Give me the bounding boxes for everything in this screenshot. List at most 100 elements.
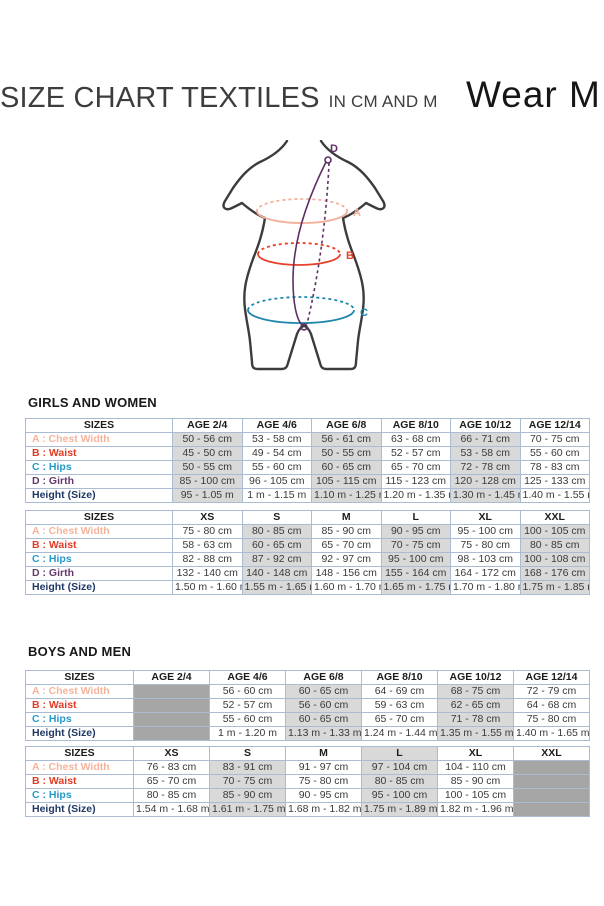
size-cell: 90 - 95 cm [285, 788, 362, 803]
wear-moi-logo: Wear M i [466, 74, 604, 116]
size-cell: 97 - 104 cm [361, 760, 438, 775]
size-cell: 65 - 70 cm [133, 774, 210, 789]
size-cell: 60 - 65 cm [241, 538, 312, 553]
size-cell: 85 - 90 cm [437, 774, 514, 789]
size-cell: 64 - 68 cm [513, 698, 590, 713]
size-cell: 71 - 78 cm [437, 712, 514, 727]
size-cell: 65 - 70 cm [311, 538, 382, 553]
header-row: SIZES AGE 2/4 AGE 4/6 AGE 6/8 AGE 8/10 AGE 10… [25, 418, 590, 433]
size-cell: 91 - 97 cm [285, 760, 362, 775]
row-label: A : Chest Width [25, 432, 173, 447]
size-cell: 90 - 95 cm [380, 524, 451, 539]
size-cell: 70 - 75 cm [519, 432, 590, 447]
column-header: M [311, 510, 382, 525]
label-a: A [353, 207, 361, 219]
column-header: AGE 2/4 [133, 670, 210, 685]
size-cell [133, 698, 210, 713]
size-cell: 100 - 108 cm [519, 552, 590, 567]
label-c: C [360, 307, 368, 319]
page-header: SIZE CHART TEXTILES IN CM AND M [0, 82, 438, 115]
row-label: C : Hips [25, 460, 173, 475]
size-cell: 95 - 1.05 m [172, 488, 243, 503]
size-cell [513, 760, 590, 775]
table-row: C : Hips 82 - 88 cm 87 - 92 cm 92 - 97 cm 95… [25, 552, 590, 567]
size-cell: 80 - 85 cm [241, 524, 312, 539]
section-heading-boys-and-men: BOYS AND MEN [28, 644, 132, 659]
girls-women-letter-size-table: SIZES XS S M L XL XXL A : Chest Width 75 - 80 cm… [25, 510, 590, 595]
column-header: XXL [519, 510, 590, 525]
size-cell: 50 - 55 cm [311, 446, 382, 461]
size-cell: 52 - 57 cm [380, 446, 451, 461]
size-cell: 85 - 90 cm [311, 524, 382, 539]
size-cell: 1.75 m - 1.89 m [361, 802, 438, 817]
size-cell: 50 - 55 cm [172, 460, 243, 475]
table-row: Height (Size) 1.50 m - 1.60 m 1.55 m - 1.6… [25, 580, 590, 595]
size-cell: 100 - 105 cm [519, 524, 590, 539]
row-label: C : Hips [25, 712, 134, 727]
table-row: B : Waist 45 - 50 cm 49 - 54 cm 50 - 55 cm 5… [25, 446, 590, 461]
size-cell [513, 802, 590, 817]
waist-measure-line [257, 242, 341, 266]
table-row: A : Chest Width 75 - 80 cm 80 - 85 cm 85 - … [25, 524, 590, 539]
size-cell: 55 - 60 cm [519, 446, 590, 461]
size-cell: 1.30 m - 1.45 m [450, 488, 521, 503]
hips-measure-line [247, 296, 355, 324]
size-cell: 59 - 63 cm [361, 698, 438, 713]
column-header: SIZES [25, 746, 134, 761]
size-cell: 1.35 m - 1.55 m [437, 726, 514, 741]
chest-measure-line [255, 198, 349, 224]
size-cell: 72 - 79 cm [513, 684, 590, 699]
size-cell: 82 - 88 cm [172, 552, 243, 567]
row-label: A : Chest Width [25, 524, 173, 539]
column-header: XXL [513, 746, 590, 761]
table-row: D : Girth 85 - 100 cm 96 - 105 cm 105 - 115… [25, 474, 590, 489]
size-cell: 56 - 60 cm [285, 698, 362, 713]
size-cell: 87 - 92 cm [241, 552, 312, 567]
column-header: XL [437, 746, 514, 761]
mannequin-diagram: A B C D [222, 140, 386, 371]
size-cell: 70 - 75 cm [209, 774, 286, 789]
boys-men-letter-size-table: SIZES XS S M L XL XXL A : Chest Width 76 - 83 cm… [25, 746, 590, 817]
size-cell [513, 774, 590, 789]
column-header: S [241, 510, 312, 525]
size-cell: 45 - 50 cm [172, 446, 243, 461]
table-row: A : Chest Width 56 - 60 cm 60 - 65 cm 64 - … [25, 684, 590, 699]
size-cell: 62 - 65 cm [437, 698, 514, 713]
size-cell: 78 - 83 cm [519, 460, 590, 475]
column-header: SIZES [25, 418, 173, 433]
size-cell: 168 - 176 cm [519, 566, 590, 581]
column-header: AGE 12/14 [513, 670, 590, 685]
size-cell [513, 788, 590, 803]
size-cell: 164 - 172 cm [450, 566, 521, 581]
size-cell: 75 - 80 cm [172, 524, 243, 539]
row-label: Height (Size) [25, 802, 134, 817]
row-label: D : Girth [25, 566, 173, 581]
label-b: B [346, 250, 354, 262]
page-subtitle: IN CM AND M [328, 92, 438, 111]
column-header: AGE 6/8 [285, 670, 362, 685]
column-header: AGE 8/10 [380, 418, 451, 433]
row-label: A : Chest Width [25, 760, 134, 775]
size-cell: 1.60 m - 1.70 m [311, 580, 382, 595]
size-cell: 1.20 m - 1.35 m [380, 488, 451, 503]
table-row: B : Waist 58 - 63 cm 60 - 65 cm 65 - 70 cm 7… [25, 538, 590, 553]
size-cell: 1.75 m - 1.85 m [519, 580, 590, 595]
size-cell: 72 - 78 cm [450, 460, 521, 475]
page-title: SIZE CHART TEXTILES [0, 82, 320, 114]
column-header: AGE 2/4 [172, 418, 243, 433]
size-cell: 63 - 68 cm [380, 432, 451, 447]
size-cell: 80 - 85 cm [361, 774, 438, 789]
table-row: A : Chest Width 76 - 83 cm 83 - 91 cm 91 - … [25, 760, 590, 775]
size-cell: 1.50 m - 1.60 m [172, 580, 243, 595]
column-header: M [285, 746, 362, 761]
size-cell: 1 m - 1.20 m [209, 726, 286, 741]
size-cell: 58 - 63 cm [172, 538, 243, 553]
column-header: AGE 6/8 [311, 418, 382, 433]
size-cell: 80 - 85 cm [133, 788, 210, 803]
table-row: B : Waist 52 - 57 cm 56 - 60 cm 59 - 63 cm 6… [25, 698, 590, 713]
section-heading-girls-and-women: GIRLS AND WOMEN [28, 395, 157, 410]
size-cell: 1.70 m - 1.80 m [450, 580, 521, 595]
size-cell: 65 - 70 cm [361, 712, 438, 727]
size-cell: 1.54 m - 1.68 m [133, 802, 210, 817]
size-cell: 53 - 58 cm [450, 446, 521, 461]
